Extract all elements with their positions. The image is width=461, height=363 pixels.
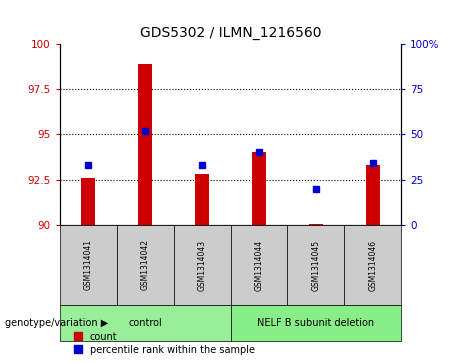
Text: GSM1314043: GSM1314043	[198, 240, 207, 290]
Legend: count, percentile rank within the sample: count, percentile rank within the sample	[74, 331, 254, 355]
Text: genotype/variation ▶: genotype/variation ▶	[5, 318, 108, 328]
Bar	[81, 178, 95, 225]
Text: GSM1314045: GSM1314045	[311, 240, 320, 290]
Text: GSM1314044: GSM1314044	[254, 240, 263, 290]
Text: GSM1314042: GSM1314042	[141, 240, 150, 290]
Bar	[195, 174, 209, 225]
Bar	[309, 224, 323, 225]
Bar	[366, 165, 380, 225]
Text: GSM1314046: GSM1314046	[368, 240, 377, 290]
Bar	[138, 64, 152, 225]
Text: control: control	[128, 318, 162, 328]
Text: NELF B subunit deletion: NELF B subunit deletion	[257, 318, 374, 328]
Title: GDS5302 / ILMN_1216560: GDS5302 / ILMN_1216560	[140, 26, 321, 40]
Text: GSM1314041: GSM1314041	[84, 240, 93, 290]
Bar	[252, 152, 266, 225]
